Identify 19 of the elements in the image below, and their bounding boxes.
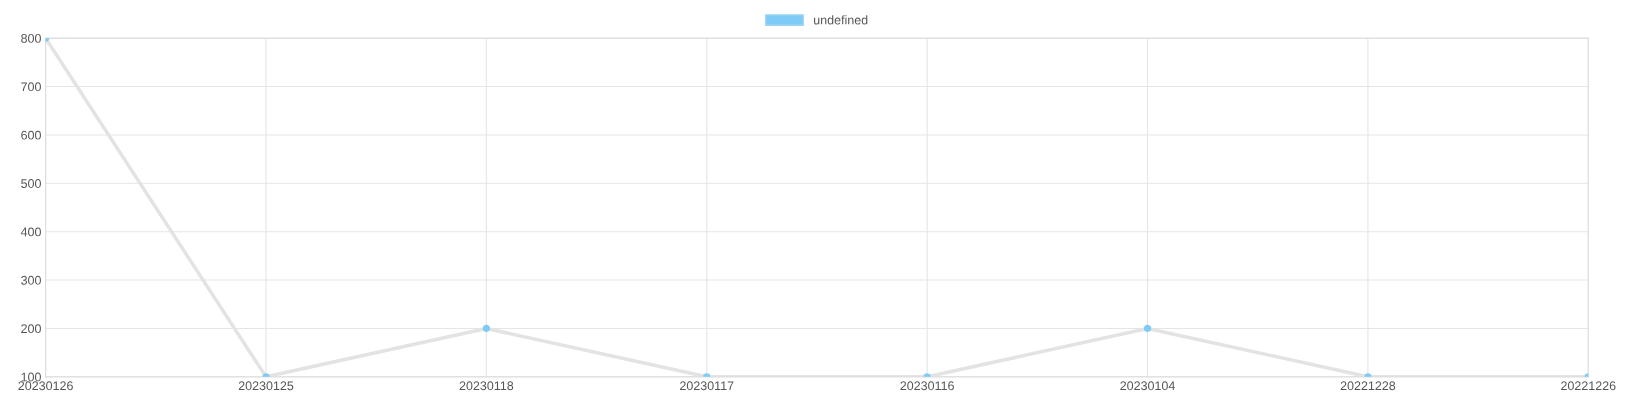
x-tick-label: 20230125 xyxy=(238,381,294,391)
y-tick-label: 600 xyxy=(21,130,41,140)
y-tick-label: 400 xyxy=(20,227,41,237)
y-tick-label: 500 xyxy=(21,179,41,188)
x-tick-label: 20230126 xyxy=(18,381,73,391)
x-tick-label: 20230117 xyxy=(680,381,734,391)
x-tick-label: 20221226 xyxy=(1561,381,1616,391)
point xyxy=(1143,324,1152,333)
x-tick-label: 20230104 xyxy=(1120,381,1175,391)
x-tick-label: 20230116 xyxy=(900,381,954,391)
y-tick-label: 700 xyxy=(21,82,41,92)
y-tick-label: 100 xyxy=(21,372,41,382)
x-tick-label: 20230118 xyxy=(459,381,514,391)
y-tick-label: 300 xyxy=(21,275,41,285)
point xyxy=(482,324,491,333)
y-tick-label: 200 xyxy=(21,324,41,334)
x-tick-label: 20221228 xyxy=(1340,381,1396,391)
y-tick-label: 800 xyxy=(21,33,41,43)
legend-label: undefined xyxy=(814,15,868,25)
